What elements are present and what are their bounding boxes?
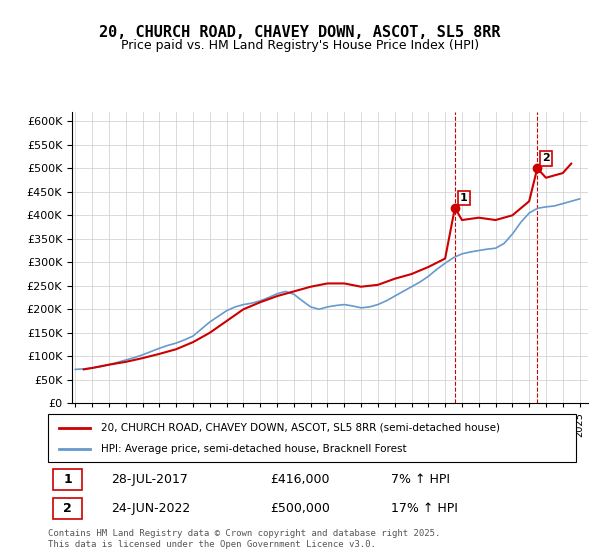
Text: 1: 1 [460, 193, 467, 203]
Text: 2: 2 [542, 153, 550, 164]
Text: 1: 1 [63, 473, 72, 486]
Text: 20, CHURCH ROAD, CHAVEY DOWN, ASCOT, SL5 8RR: 20, CHURCH ROAD, CHAVEY DOWN, ASCOT, SL5… [99, 25, 501, 40]
FancyBboxPatch shape [53, 469, 82, 490]
Text: 17% ↑ HPI: 17% ↑ HPI [391, 502, 458, 515]
Text: 7% ↑ HPI: 7% ↑ HPI [391, 473, 450, 486]
Text: 20, CHURCH ROAD, CHAVEY DOWN, ASCOT, SL5 8RR (semi-detached house): 20, CHURCH ROAD, CHAVEY DOWN, ASCOT, SL5… [101, 423, 500, 433]
Text: Price paid vs. HM Land Registry's House Price Index (HPI): Price paid vs. HM Land Registry's House … [121, 39, 479, 52]
FancyBboxPatch shape [53, 498, 82, 520]
Text: £416,000: £416,000 [270, 473, 329, 486]
Text: 2: 2 [63, 502, 72, 515]
Text: HPI: Average price, semi-detached house, Bracknell Forest: HPI: Average price, semi-detached house,… [101, 444, 406, 454]
Text: Contains HM Land Registry data © Crown copyright and database right 2025.
This d: Contains HM Land Registry data © Crown c… [48, 529, 440, 549]
Text: £500,000: £500,000 [270, 502, 329, 515]
Text: 24-JUN-2022: 24-JUN-2022 [112, 502, 191, 515]
Text: 28-JUL-2017: 28-JUL-2017 [112, 473, 188, 486]
FancyBboxPatch shape [48, 414, 576, 462]
